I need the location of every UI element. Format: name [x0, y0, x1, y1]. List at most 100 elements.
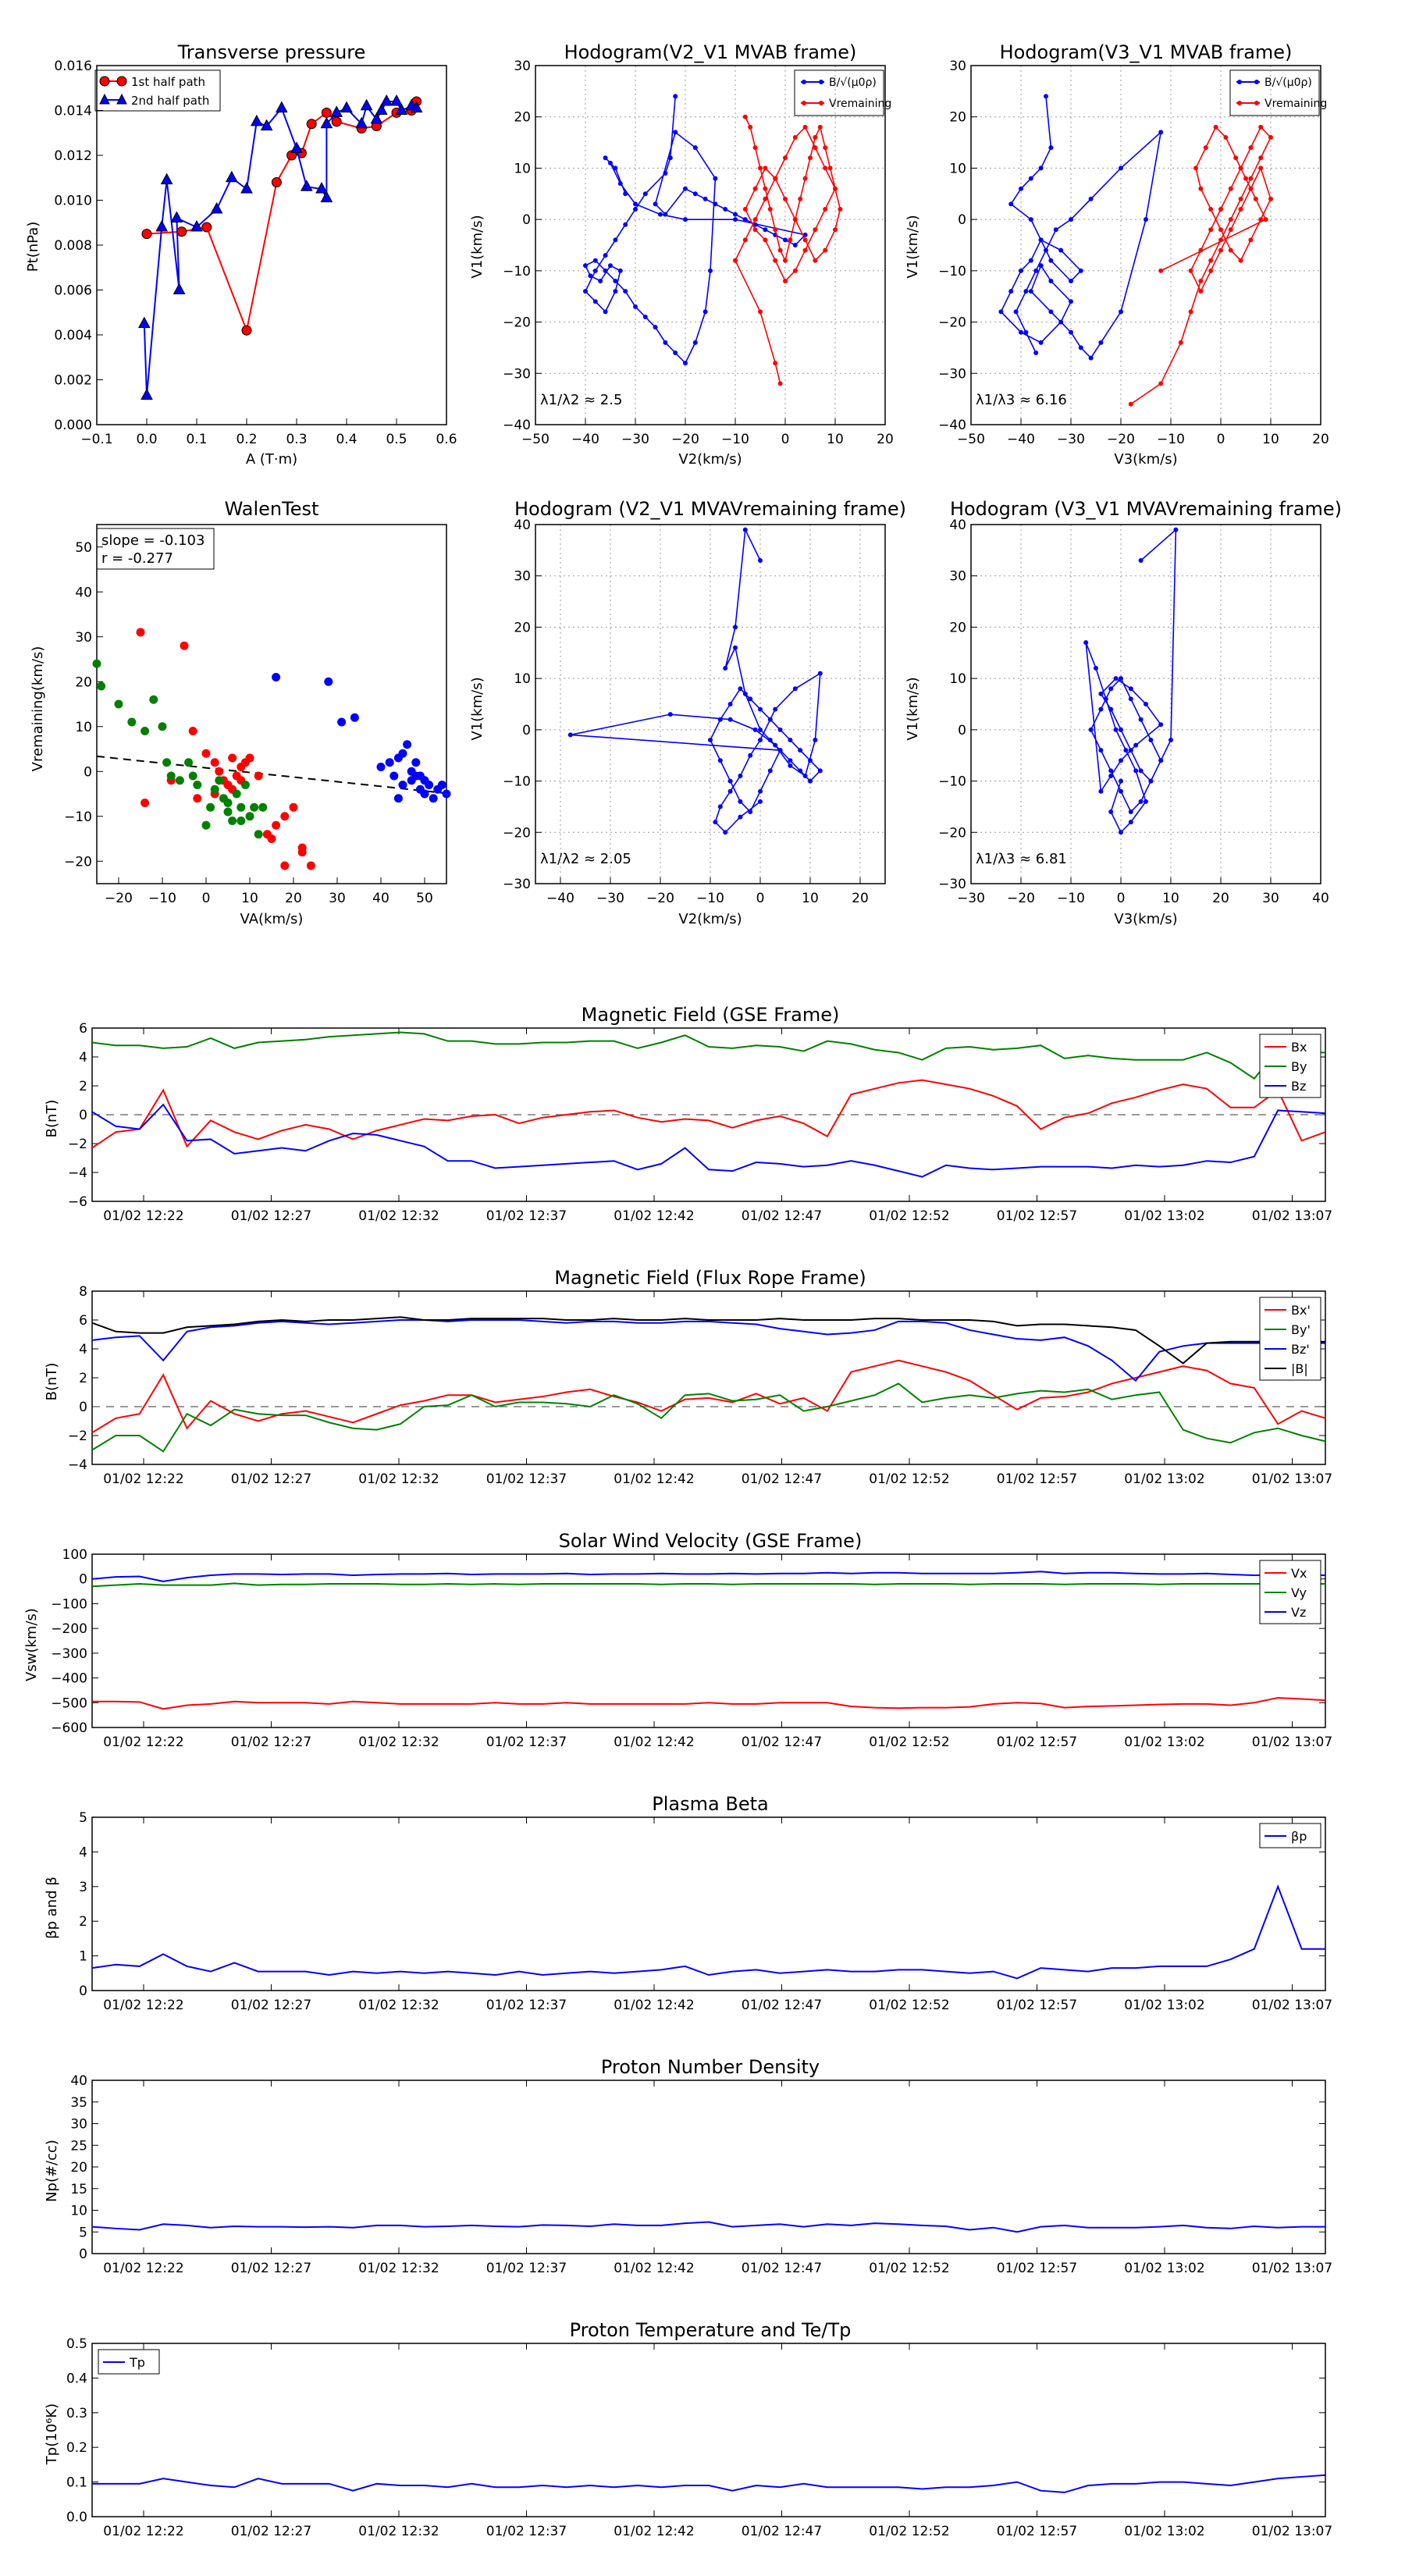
y-tick-label: 4 [79, 1342, 87, 1357]
data-point [767, 768, 773, 774]
data-point [603, 309, 608, 315]
data-point [1173, 527, 1179, 532]
data-point [1098, 706, 1104, 712]
data-point [783, 279, 788, 283]
x-tick-label: 20 [877, 432, 894, 447]
x-tick-label: 01/02 12:42 [614, 1735, 694, 1750]
data-point [733, 258, 738, 263]
data-point [748, 696, 753, 702]
data-point [166, 771, 176, 781]
data-point [738, 774, 743, 778]
data-point [658, 212, 663, 217]
chart-title: Hodogram(V3_V1 MVAB frame) [1000, 41, 1293, 63]
data-point [653, 325, 658, 330]
data-point [260, 119, 273, 131]
data-point [608, 160, 613, 165]
x-tick-label: −10 [696, 891, 724, 906]
data-point [813, 145, 818, 151]
data-point [1023, 289, 1029, 294]
x-tick-label: 0.6 [436, 432, 457, 447]
panel-magnetic-field-gse: Magnetic Field (GSE Frame) B(nT) 01/02 1… [44, 1004, 1332, 1224]
legend-label: 1st half path [131, 75, 205, 89]
x-axis-label: V3(km/s) [1114, 451, 1177, 468]
data-point [733, 645, 738, 650]
data-point [223, 799, 233, 807]
data-point [708, 268, 713, 273]
y-axis-label: Vsw(km/s) [23, 1608, 40, 1681]
y-tick-label: 30 [514, 569, 531, 585]
data-point [240, 781, 250, 789]
data-point [250, 802, 259, 812]
x-tick-label: 20 [1212, 891, 1229, 906]
y-tick-label: −20 [938, 825, 966, 841]
data-point [337, 717, 347, 727]
legend-label: Vy [1291, 1585, 1307, 1600]
data-point [758, 165, 763, 171]
data-point [733, 217, 738, 222]
data-point [763, 227, 768, 233]
y-tick-label: 25 [70, 2138, 87, 2154]
data-point [1133, 742, 1139, 748]
data-point [1028, 289, 1033, 294]
y-tick-label: 0 [522, 212, 531, 228]
data-point [1038, 263, 1044, 269]
data-point [215, 776, 224, 785]
data-point [1208, 207, 1214, 212]
y-tick-label: 40 [514, 518, 531, 533]
data-point [1048, 309, 1054, 315]
data-point [808, 758, 813, 763]
data-point [425, 781, 434, 789]
data-point [727, 717, 733, 722]
x-tick-label: 01/02 12:27 [231, 1735, 311, 1750]
y-tick-label: 2 [79, 1079, 87, 1094]
data-point [773, 176, 778, 181]
data-point [136, 628, 145, 637]
y-tick-label: −500 [51, 1695, 87, 1711]
x-tick-label: 01/02 12:22 [103, 2261, 183, 2276]
data-point [237, 817, 246, 825]
data-point [792, 686, 798, 692]
x-tick-label: 01/02 13:07 [1252, 2524, 1332, 2539]
data-point [1268, 196, 1273, 201]
data-point [1053, 227, 1058, 233]
data-point [1198, 279, 1204, 283]
data-point [176, 226, 187, 237]
legend-label: Vx [1291, 1566, 1307, 1581]
data-point [802, 232, 808, 237]
data-point [415, 771, 425, 781]
x-tick-label: 01/02 12:27 [231, 1208, 311, 1224]
data-point [390, 94, 403, 106]
plot-area [970, 524, 1321, 884]
y-tick-label: −4 [68, 1457, 87, 1473]
data-point [127, 717, 137, 727]
data-point [193, 794, 202, 803]
data-point [1158, 381, 1164, 386]
data-point [683, 217, 688, 222]
legend-label: B/√(μ0ρ) [1264, 76, 1312, 89]
x-tick-label: −20 [105, 891, 133, 906]
data-point [567, 732, 573, 738]
y-tick-label: 0.1 [66, 2475, 87, 2491]
data-point [733, 624, 738, 630]
y-tick-label: 6 [79, 1021, 87, 1037]
data-point [389, 771, 399, 781]
plot-area [96, 524, 447, 884]
slope-text: slope = -0.103 [101, 532, 205, 549]
data-point [1248, 186, 1254, 191]
y-tick-label: 20 [514, 110, 531, 126]
y-axis-label: Vremaining(km/s) [30, 646, 46, 772]
y-tick-label: 10 [514, 161, 531, 176]
fit-line [96, 755, 447, 795]
y-tick-label: −100 [51, 1596, 87, 1612]
x-tick-label: −10 [1057, 891, 1085, 906]
data-point [792, 243, 798, 247]
data-point [1144, 217, 1148, 222]
x-tick-label: −30 [1057, 432, 1085, 447]
data-point [783, 237, 788, 243]
data-point [788, 763, 793, 768]
data-point [228, 817, 237, 825]
data-point [410, 101, 423, 113]
x-tick-label: 0 [1117, 891, 1126, 906]
data-point [1119, 778, 1123, 784]
legend-label: 2nd half path [131, 94, 209, 108]
